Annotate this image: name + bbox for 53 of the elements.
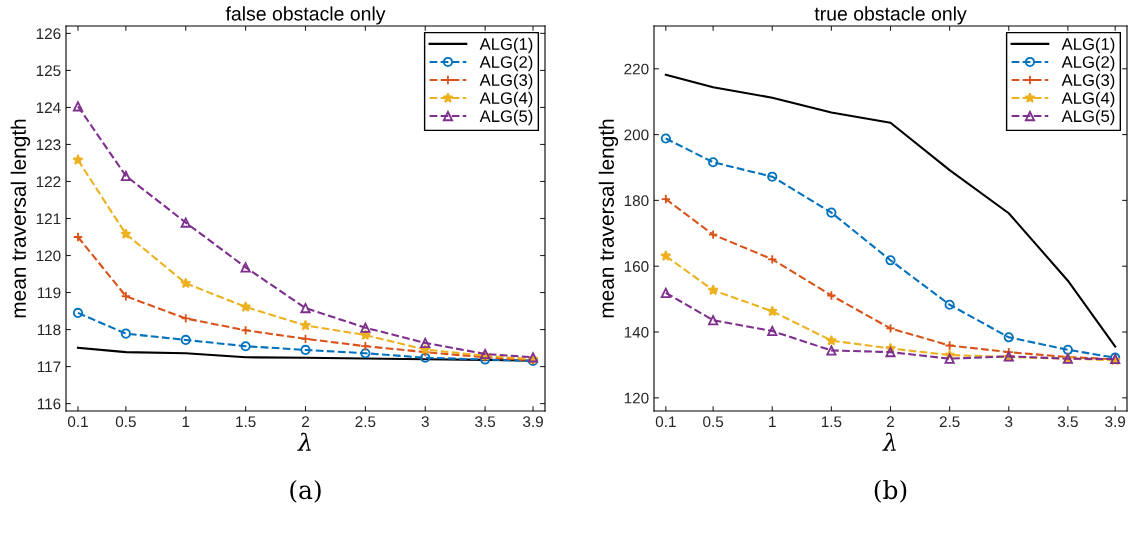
x-tick-label: 0.1 <box>67 416 88 428</box>
text: (a) <box>290 479 321 503</box>
y-tick-label: 200 <box>624 129 649 141</box>
legend-label: ALG(2) <box>479 55 533 72</box>
x-tick-label: 0.1 <box>655 416 676 428</box>
y-tick-label: 122 <box>36 176 61 188</box>
x-tick-label: 2 <box>302 416 309 427</box>
y-tick-label: 119 <box>37 287 61 299</box>
legend-label: ALG(3) <box>479 73 533 90</box>
x-axis-title: λ <box>882 432 896 451</box>
x-tick-label: 1 <box>182 416 190 427</box>
y-tick-label: 121 <box>36 213 61 225</box>
legend-label: ALG(4) <box>1061 91 1115 108</box>
y-tick-label: 124 <box>36 102 61 113</box>
x-tick-label: 3.9 <box>522 416 543 428</box>
legend-label: ALG(1) <box>479 37 533 54</box>
legend-label: ALG(4) <box>479 91 533 108</box>
x-tick-label: 1 <box>769 416 776 427</box>
x-tick-label: 2.5 <box>939 416 960 428</box>
legend-label: ALG(5) <box>479 109 533 126</box>
y-tick-label: 220 <box>624 63 649 75</box>
y-tick-label: 116 <box>37 398 61 410</box>
legend-label: ALG(3) <box>1061 73 1115 90</box>
text: (b) <box>874 479 907 503</box>
y-tick-label: 126 <box>36 28 61 40</box>
y-tick-label: 117 <box>37 361 61 373</box>
x-tick-label: 0.5 <box>115 416 136 428</box>
y-axis-title: mean traversal length <box>10 119 31 318</box>
chart-title: true obstacle only <box>814 6 967 25</box>
y-tick-label: 180 <box>624 195 649 207</box>
y-tick-label: 118 <box>37 324 61 336</box>
x-axis-title: λ <box>297 432 311 451</box>
x-tick-label: 3.9 <box>1105 416 1126 428</box>
x-tick-label: 1.5 <box>821 416 842 428</box>
y-tick-label: 140 <box>624 326 649 338</box>
y-tick-label: 120 <box>36 250 61 262</box>
legend-label: ALG(1) <box>1061 37 1115 54</box>
y-tick-label: 125 <box>36 65 61 77</box>
x-tick-label: 0.5 <box>703 416 724 428</box>
x-tick-label: 3 <box>1005 416 1013 428</box>
x-tick-label: 2 <box>887 416 894 427</box>
y-tick-label: 160 <box>624 261 649 272</box>
legend-label: ALG(5) <box>1061 109 1115 126</box>
legend-label: ALG(2) <box>1061 55 1115 72</box>
chart-title: false obstacle only <box>225 6 386 25</box>
x-tick-label: 2.5 <box>355 416 376 428</box>
y-tick-label: 120 <box>624 392 649 404</box>
y-tick-label: 123 <box>36 139 61 151</box>
x-tick-label: 3 <box>421 416 429 428</box>
x-tick-label: 1.5 <box>236 416 256 428</box>
x-tick-label: 3.5 <box>1057 416 1078 428</box>
x-tick-label: 3.5 <box>475 416 496 428</box>
y-axis-title: mean traversal length <box>598 119 619 318</box>
